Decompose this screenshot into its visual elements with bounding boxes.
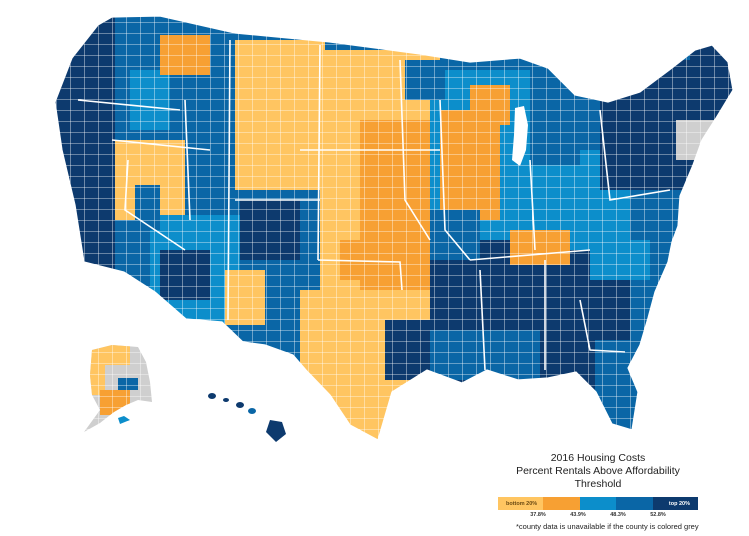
legend-title: 2016 Housing Costs bbox=[550, 452, 646, 464]
conus-outline bbox=[54, 15, 734, 441]
lake-michigan bbox=[512, 106, 528, 166]
us-county-choropleth-map bbox=[54, 15, 734, 442]
alaska bbox=[84, 345, 152, 432]
legend-break: 37.8% bbox=[530, 512, 546, 518]
legend-swatch-4 bbox=[616, 497, 654, 510]
legend-subtitle: Percent Rentals Above Affordability Thre… bbox=[516, 465, 680, 490]
legend-swatch-3 bbox=[579, 497, 617, 510]
legend-breaks: 37.8% 43.9% 48.3% 52.8% bbox=[498, 510, 698, 520]
legend-break: 48.3% bbox=[610, 512, 626, 518]
legend: 2016 Housing Costs Percent Rentals Above… bbox=[498, 452, 698, 520]
legend-break: 43.9% bbox=[570, 512, 586, 518]
no-data-note: *county data is unavailable if the count… bbox=[516, 522, 699, 531]
legend-swatch-2 bbox=[542, 497, 580, 510]
legend-swatch-top: top 20% bbox=[653, 497, 698, 510]
hawaii bbox=[208, 393, 286, 442]
legend-color-bar: bottom 20% top 20% bbox=[498, 497, 698, 510]
legend-swatch-bottom: bottom 20% bbox=[498, 497, 543, 510]
legend-break: 52.8% bbox=[650, 512, 666, 518]
state-borders bbox=[77, 39, 671, 371]
